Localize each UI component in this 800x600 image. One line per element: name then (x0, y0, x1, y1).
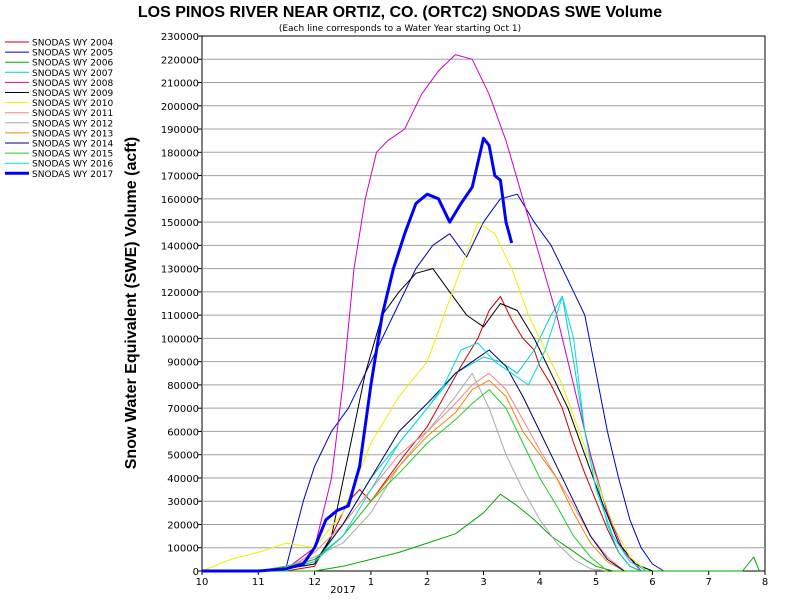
x-tick-label: 11 (252, 577, 265, 588)
plot-area: 0 10000 20000 30000 40000 50000 60000 70000 8000… (161, 32, 768, 588)
legend-label: SNODAS WY 2007 (32, 69, 113, 79)
legend-label: SNODAS WY 2012 (32, 119, 113, 129)
y-tick-label: 70000 (167, 404, 199, 415)
x-tick-label: 4 (537, 577, 543, 588)
y-tick-label: 60000 (167, 427, 199, 438)
y-tick-label: 100000 (161, 334, 199, 345)
series-line (201, 221, 648, 572)
chart-title: LOS PINOS RIVER NEAR ORTIZ, CO. (ORTC2) … (138, 4, 662, 21)
legend-label: SNODAS WY 2009 (32, 89, 113, 99)
legend-label: SNODAS WY 2005 (32, 49, 113, 59)
y-tick-label: 40000 (167, 474, 199, 485)
legend-label: SNODAS WY 2010 (32, 99, 113, 109)
x-tick-label: 8 (762, 577, 768, 588)
x-tick-label: 2 (424, 577, 430, 588)
x-tick-label: 3 (480, 577, 486, 588)
x-tick-label: 10 (196, 577, 209, 588)
chart-subtitle: (Each line corresponds to a Water Year s… (279, 24, 521, 34)
series-line (202, 296, 648, 572)
y-tick-label: 90000 (167, 358, 199, 369)
legend-label: SNODAS WY 2004 (32, 39, 113, 49)
legend-label: SNODAS WY 2015 (32, 150, 113, 160)
y-tick-label: 160000 (161, 195, 199, 206)
series-lines (201, 54, 760, 573)
series-line (202, 193, 664, 572)
y-tick-label: 180000 (161, 148, 199, 159)
y-tick-label: 120000 (161, 288, 199, 299)
x-tick-label: 12 (308, 577, 321, 588)
y-tick-label: 220000 (161, 55, 199, 66)
y-tick-label: 190000 (161, 125, 199, 136)
y-tick-label: 210000 (161, 79, 199, 90)
y-axis-label: Snow Water Equivalent (SWE) Volume (acft… (123, 137, 140, 469)
x-tick-label: 5 (593, 577, 599, 588)
y-tick-label: 110000 (161, 311, 199, 322)
y-tick-label: 80000 (167, 381, 199, 392)
legend-label: SNODAS WY 2011 (32, 109, 113, 119)
series-line (202, 372, 608, 572)
y-tick-label: 230000 (161, 32, 199, 43)
series-line (202, 493, 760, 572)
legend-label: SNODAS WY 2013 (32, 129, 113, 139)
legend-label: SNODAS WY 2006 (32, 59, 113, 69)
y-tick-label: 0 (193, 567, 199, 578)
y-tick-label: 30000 (167, 497, 199, 508)
x-tick-label: 6 (649, 577, 655, 588)
y-tick-label: 140000 (161, 241, 199, 252)
y-tick-label: 130000 (161, 265, 199, 276)
y-tick-label: 170000 (161, 172, 199, 183)
legend-label: SNODAS WY 2016 (32, 160, 113, 170)
y-tick-label: 50000 (167, 451, 199, 462)
series-line (202, 389, 608, 572)
series-line (202, 372, 625, 572)
legend-label: SNODAS WY 2008 (32, 79, 113, 89)
legend-label: SNODAS WY 2014 (32, 140, 113, 150)
y-axis-ticks: 0 10000 20000 30000 40000 50000 60000 70000 8000… (161, 32, 202, 578)
series-line (202, 54, 642, 572)
y-tick-label: 20000 (167, 520, 199, 531)
series-line (202, 268, 653, 572)
legend-label: SNODAS WY 2017 (32, 170, 113, 180)
y-tick-label: 150000 (161, 218, 199, 229)
y-tick-label: 10000 (167, 544, 199, 555)
y-tick-label: 200000 (161, 102, 199, 113)
x-year-label: 2017 (330, 585, 355, 596)
series-line (202, 136, 514, 573)
x-axis-ticks: 101112123456789 (196, 571, 768, 588)
x-tick-label: 1 (368, 577, 374, 588)
x-tick-label: 7 (706, 577, 712, 588)
